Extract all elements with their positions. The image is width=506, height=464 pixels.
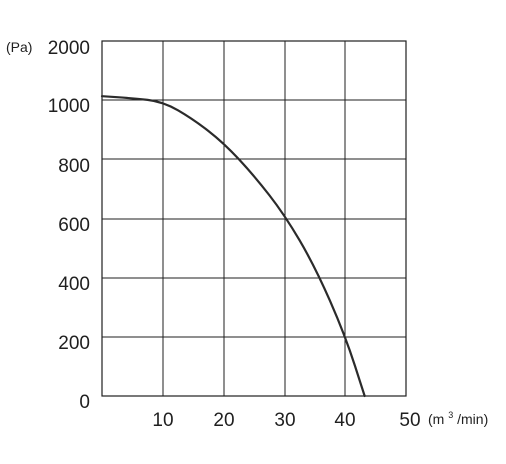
x-tick-label: 30 — [274, 410, 295, 431]
axis-labels: (Pa) (m 3 /min) 10 20 30 40 50 0 200 400 600 800 1… — [6, 38, 488, 431]
curve-layer — [100, 95, 366, 398]
x-unit-suffix: /min) — [457, 411, 488, 427]
x-unit-superscript: 3 — [448, 410, 453, 420]
y-unit-label: (Pa) — [6, 39, 32, 55]
y-tick-label: 0 — [79, 392, 90, 413]
x-unit-label: (m 3 /min) — [428, 405, 488, 427]
x-tick-label: 40 — [334, 410, 355, 431]
x-tick-label: 10 — [152, 410, 173, 431]
performance-curve — [100, 95, 366, 398]
y-tick-label: 800 — [58, 156, 90, 177]
x-tick-label: 50 — [399, 410, 420, 431]
y-tick-label: 400 — [58, 274, 90, 295]
y-tick-label: 200 — [58, 333, 90, 354]
x-tick-label: 20 — [213, 410, 234, 431]
grid — [101, 40, 407, 397]
y-tick-label: 1000 — [48, 96, 90, 117]
y-tick-label: 600 — [58, 215, 90, 236]
x-unit-prefix: (m — [428, 411, 444, 427]
y-tick-label: 2000 — [48, 38, 90, 59]
